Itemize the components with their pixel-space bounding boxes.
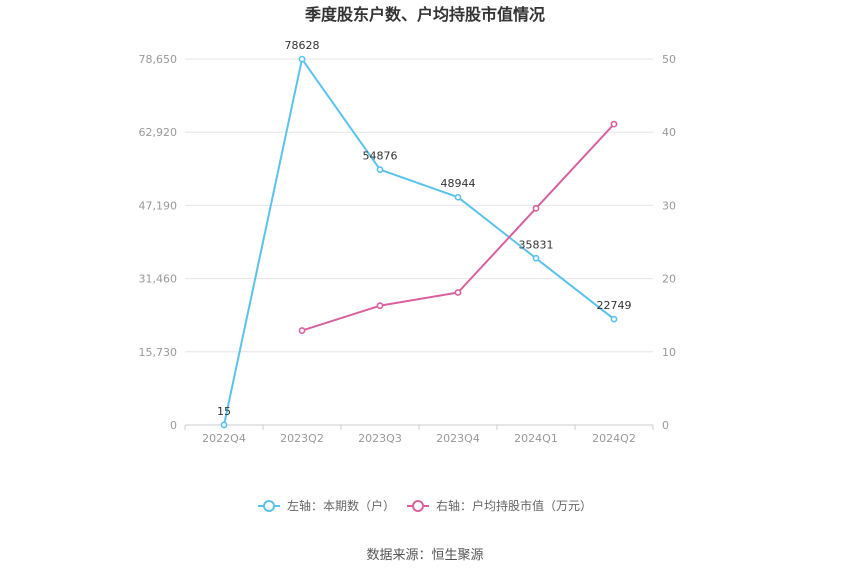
x-axis-tick-label: 2023Q4 <box>436 432 480 445</box>
data-label: 48944 <box>441 177 476 190</box>
source-text: 数据来源：恒生聚源 <box>366 548 483 563</box>
data-label: 54876 <box>363 150 398 163</box>
legend-swatch-marker <box>412 500 424 512</box>
x-axis-tick-label: 2023Q3 <box>358 432 402 445</box>
series-1-point <box>610 315 618 323</box>
x-axis-ticks: 2022Q4 2023Q2 2023Q3 2023Q4 2024Q1 2024Q2 <box>184 425 654 445</box>
series-1-point <box>454 193 462 201</box>
series-2-point <box>532 204 540 212</box>
series-line-1 <box>223 58 615 426</box>
series-2-point <box>298 327 306 334</box>
data-label: 15 <box>217 405 231 418</box>
right-axis-tick-label: 0 <box>662 419 669 432</box>
legend-swatch-marker <box>263 500 275 512</box>
series-1-point <box>532 254 540 262</box>
x-axis-tick-label: 2023Q2 <box>280 432 324 445</box>
series-1-point <box>376 166 384 174</box>
series-2-point <box>454 289 462 296</box>
legend-label: 右轴：户均持股市值（万元） <box>436 498 592 513</box>
left-axis-tick-label: 62,920 <box>139 126 178 139</box>
data-label: 78628 <box>285 39 320 52</box>
series-2-point <box>610 120 618 128</box>
data-label: 22749 <box>597 299 632 312</box>
legend-label: 左轴：本期数（户） <box>287 498 395 513</box>
grid <box>185 58 653 426</box>
series-line-2 <box>301 123 615 332</box>
right-axis-ticks: 0 10 20 30 40 50 <box>662 53 676 432</box>
series-1-point <box>220 421 228 429</box>
series-1-point <box>298 55 306 63</box>
x-axis-tick-label: 2024Q1 <box>514 432 558 445</box>
right-axis-tick-label: 20 <box>662 273 676 286</box>
data-label: 35831 <box>519 238 554 251</box>
chart-title: 季度股东户数、户均持股市值情况 <box>304 5 545 24</box>
legend-item-1[interactable]: 左轴：本期数（户） <box>258 498 395 513</box>
x-axis-tick-label: 2024Q2 <box>592 432 636 445</box>
left-axis-tick-label: 31,460 <box>139 273 178 286</box>
legend[interactable]: 左轴：本期数（户） 右轴：户均持股市值（万元） <box>258 498 592 513</box>
series-layer: 15 78628 54876 48944 35831 22749 <box>217 39 632 429</box>
right-axis-tick-label: 40 <box>662 126 676 139</box>
right-axis-tick-label: 50 <box>662 53 676 66</box>
left-axis-tick-label: 15,730 <box>139 346 178 359</box>
left-axis-tick-label: 47,190 <box>139 199 178 212</box>
left-axis-tick-label: 0 <box>170 419 177 432</box>
left-axis-ticks: 0 15,730 31,460 47,190 62,920 78,650 <box>139 53 178 432</box>
series-2-point <box>376 302 384 310</box>
x-axis-tick-label: 2022Q4 <box>202 432 246 445</box>
left-axis-tick-label: 78,650 <box>139 53 178 66</box>
right-axis-tick-label: 10 <box>662 346 676 359</box>
legend-item-2[interactable]: 右轴：户均持股市值（万元） <box>407 498 592 513</box>
right-axis-tick-label: 30 <box>662 199 676 212</box>
